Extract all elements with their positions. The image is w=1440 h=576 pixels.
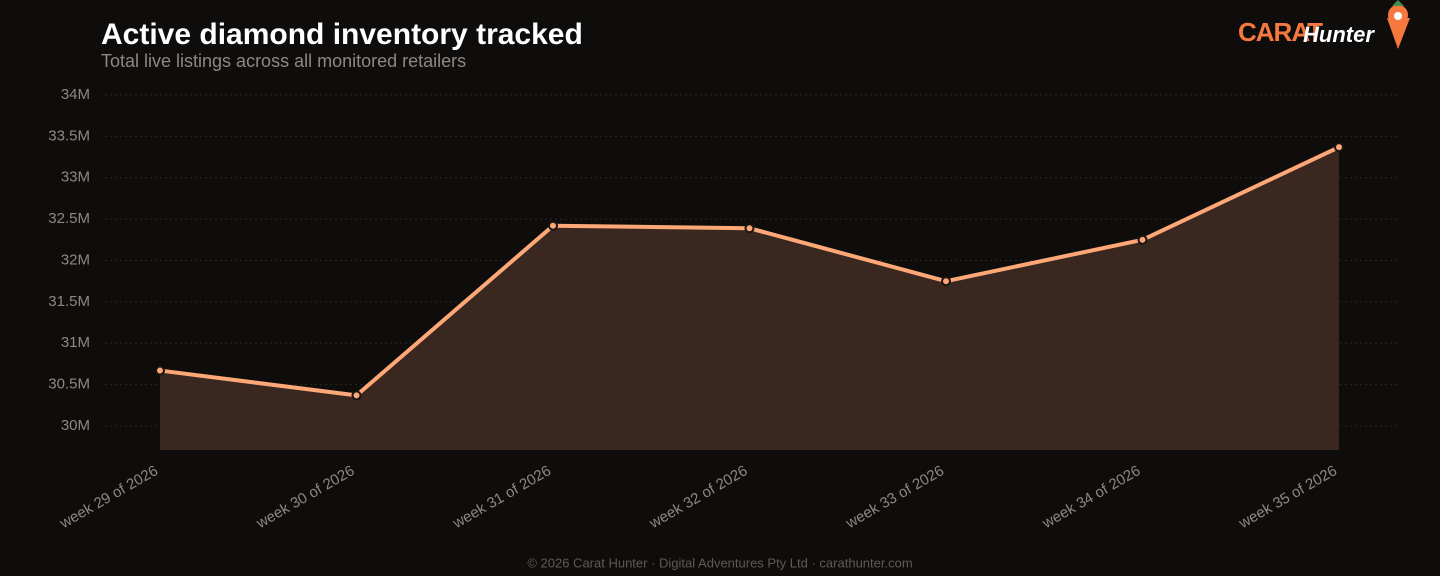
x-tick-label: week 30 of 2026: [253, 462, 358, 532]
y-tick-label: 31.5M: [48, 293, 90, 310]
y-tick-label: 32M: [61, 251, 90, 268]
chart-title: Active diamond inventory tracked: [101, 18, 583, 51]
point: [1137, 234, 1148, 245]
point: [941, 276, 951, 287]
x-tick-label: week 29 of 2026: [56, 462, 161, 532]
y-tick-label: 34M: [61, 86, 90, 103]
area: [160, 147, 1339, 450]
x-tick-label: week 35 of 2026: [1235, 462, 1340, 532]
x-tick-label: week 31 of 2026: [449, 462, 554, 532]
chart-subtitle: Total live listings across all monitored…: [101, 51, 466, 71]
point: [155, 365, 165, 376]
y-tick-label: 33.5M: [48, 127, 90, 144]
logo-icon: [1387, 0, 1410, 49]
x-tick-label: week 34 of 2026: [1039, 462, 1144, 532]
logo-name: Hunter: [1303, 22, 1375, 47]
footer: © 2026 Carat Hunter · Digital Adventures…: [527, 555, 912, 570]
x-tick-label: week 33 of 2026: [842, 462, 947, 532]
point: [744, 223, 755, 234]
point: [351, 390, 362, 401]
y-tick-label: 30M: [61, 417, 90, 434]
x-tick-label: week 32 of 2026: [646, 462, 751, 532]
point: [1334, 142, 1344, 153]
y-tick-label: 30.5M: [48, 376, 90, 393]
y-tick-label: 33M: [61, 169, 90, 186]
y-tick-label: 31M: [61, 334, 90, 351]
logo-brand: CARAT: [1238, 17, 1323, 47]
point: [548, 220, 558, 231]
y-tick-label: 32.5M: [48, 210, 90, 227]
